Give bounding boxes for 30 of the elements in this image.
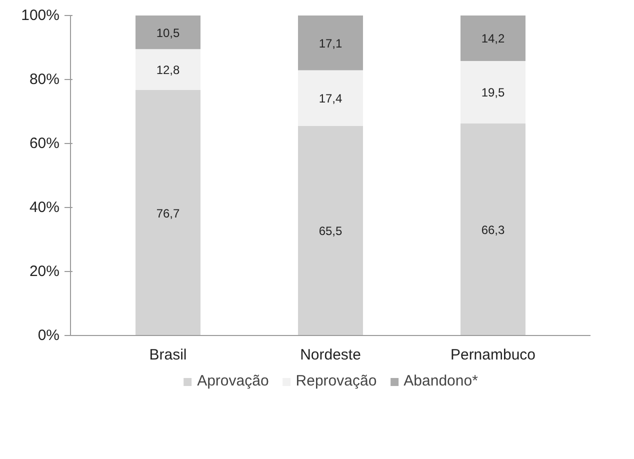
y-tick-label: 20% xyxy=(29,263,60,280)
legend-label: Aprovação xyxy=(197,372,269,390)
data-label: 17,1 xyxy=(318,36,343,50)
data-label: 14,2 xyxy=(481,32,506,46)
data-label: 12,8 xyxy=(156,63,180,78)
bar xyxy=(136,16,200,50)
legend-label: Abandono* xyxy=(404,372,478,390)
bar xyxy=(460,16,526,61)
x-tick-label: Brasil xyxy=(149,346,187,364)
bar xyxy=(136,49,200,90)
bar xyxy=(460,60,526,124)
data-label: 66,3 xyxy=(481,222,506,237)
x-tick-label: Pernambuco xyxy=(450,346,536,364)
y-tick-label: 60% xyxy=(29,135,60,152)
bar xyxy=(460,123,526,336)
data-label: 76,7 xyxy=(156,206,180,220)
x-tick-label: Nordeste xyxy=(300,346,361,364)
y-tick-label: 100% xyxy=(21,7,60,24)
y-tick-label: 80% xyxy=(29,71,60,88)
y-tick-label: 40% xyxy=(29,199,60,216)
bar xyxy=(298,70,363,126)
bar xyxy=(136,90,200,336)
legend-label: Reprovação xyxy=(296,372,377,390)
data-label: 65,5 xyxy=(318,224,343,238)
bar xyxy=(298,126,363,336)
bar xyxy=(298,16,363,70)
data-label: 17,4 xyxy=(318,92,343,106)
y-tick-label: 0% xyxy=(38,327,60,344)
data-label: 10,5 xyxy=(156,26,180,40)
data-label: 19,5 xyxy=(481,86,506,100)
